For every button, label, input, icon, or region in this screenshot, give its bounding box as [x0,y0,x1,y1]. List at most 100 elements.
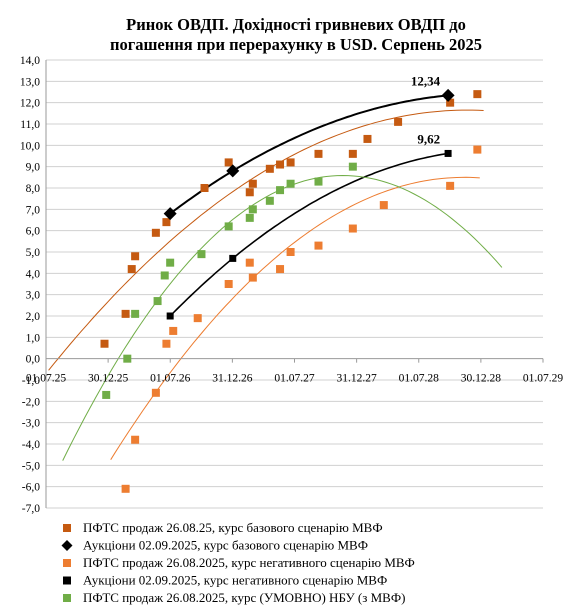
y-tick-label: 4,0 [26,268,41,280]
y-tick-labels: -7,0 -6,0 -5,0 -4,0 -3,0 -2,0 -1,0 0,0 1,0 2,0 3,0… [20,55,40,515]
point-pfts-base [100,339,109,348]
gridlines [46,59,543,509]
legend: ПФТС продаж 26.08.25, курс базового сцен… [61,520,415,605]
annotation-label: 9,62 [417,131,440,146]
point-pfts-nbu [197,250,206,259]
point-pfts-base [276,160,285,169]
point-pfts-nbu [286,179,295,188]
legend-label: Аукціони 02.09.2025, курс базового сцена… [83,538,368,553]
x-tick-label: 01.07.29 [523,373,564,385]
point-pfts-nbu [166,258,175,267]
point-pfts-negative [446,181,455,190]
point-pfts-nbu [102,390,111,399]
legend-label: ПФТС продаж 26.08.25, курс базового сцен… [83,520,383,535]
x-tick-label: 30.12.28 [461,373,502,385]
annotations: 12,34 9,62 [411,73,441,146]
y-tick-label: 9,0 [26,162,41,174]
y-tick-label: 0,0 [26,354,41,366]
point-pfts-base [265,164,274,173]
point-pfts-negative [276,265,285,274]
legend-marker [63,576,71,585]
x-tick-label: 30.12.25 [88,373,129,385]
y-tick-label: -4,0 [22,439,40,451]
point-pfts-base [162,218,171,227]
point-pfts-base [224,158,233,167]
point-pfts-negative [348,224,357,233]
point-pfts-base [200,184,209,192]
point-pfts-base [446,98,455,107]
point-auction-negative [444,149,452,157]
trend-line [169,94,449,215]
x-tick-label: 01.07.26 [150,373,191,385]
x-tick-labels: 01.07.25 30.12.25 01.07.26 31.12.26 01.07.27… [26,373,564,385]
point-pfts-nbu [131,309,140,318]
point-pfts-negative [224,280,233,288]
point-pfts-nbu [153,297,162,306]
point-auction-base [441,88,455,102]
x-tick-label: 31.12.26 [212,373,253,385]
point-pfts-base [131,252,140,261]
legend-marker [63,524,71,532]
y-tick-label: 2,0 [26,311,41,323]
point-pfts-negative [169,326,178,335]
annotation-label: 12,34 [411,73,441,88]
point-auction-negative [229,254,237,262]
point-pfts-base [348,149,357,158]
point-pfts-nbu [314,177,323,186]
point-pfts-base [245,188,254,197]
point-pfts-nbu [160,271,169,280]
point-pfts-negative [131,435,140,444]
x-tick-label: 01.07.25 [26,373,67,385]
y-tick-label: 13,0 [20,76,40,88]
y-tick-label: 6,0 [26,226,41,238]
point-pfts-base [127,265,136,274]
y-tick-label: -2,0 [22,396,40,408]
y-tick-label: 5,0 [26,247,41,259]
point-pfts-negative [193,314,202,323]
y-tick-label: -6,0 [22,482,40,494]
point-pfts-base [314,149,323,158]
point-pfts-negative [151,388,160,397]
data-points [100,88,482,493]
point-pfts-base [473,90,482,99]
point-pfts-negative [314,241,323,250]
legend-label: Аукціони 02.09.2025, курс негативного сц… [83,573,387,588]
point-pfts-negative [245,258,254,267]
legend-marker [63,559,71,567]
point-pfts-nbu [248,205,257,214]
y-tick-label: 12,0 [20,98,40,110]
point-pfts-base [394,117,403,126]
chart-title-line-1: Ринок ОВДП. Дохідності гривневих ОВДП до [126,15,466,34]
point-pfts-negative [379,201,388,210]
point-pfts-nbu [348,162,357,171]
point-pfts-nbu [265,196,274,205]
point-pfts-negative [286,248,295,256]
point-pfts-nbu [224,222,233,231]
legend-label: ПФТС продаж 26.08.2025, курс негативного… [83,555,415,570]
point-auction-negative [166,312,174,320]
y-tick-label: -1,0 [22,375,40,387]
y-tick-label: 3,0 [26,290,41,302]
point-pfts-base [248,179,257,188]
point-pfts-negative [162,339,171,348]
x-tick-label: 01.07.28 [399,373,440,385]
trend-line [110,176,480,460]
y-tick-label: -5,0 [22,460,40,472]
point-pfts-nbu [245,213,254,222]
legend-marker [61,540,73,551]
x-tick-label: 01.07.27 [274,373,315,385]
point-pfts-base [286,158,295,167]
point-pfts-negative [248,273,257,282]
point-auction-base [226,164,240,178]
legend-marker [63,594,71,602]
y-tick-label: 14,0 [20,55,40,67]
x-tick-label: 31.12.27 [337,373,378,385]
point-pfts-base [151,228,160,237]
y-tick-label: 10,0 [20,140,40,152]
y-tick-label: 7,0 [26,204,41,216]
point-auction-base [163,207,177,221]
trend-line [169,152,449,317]
y-tick-label: -7,0 [22,503,40,515]
